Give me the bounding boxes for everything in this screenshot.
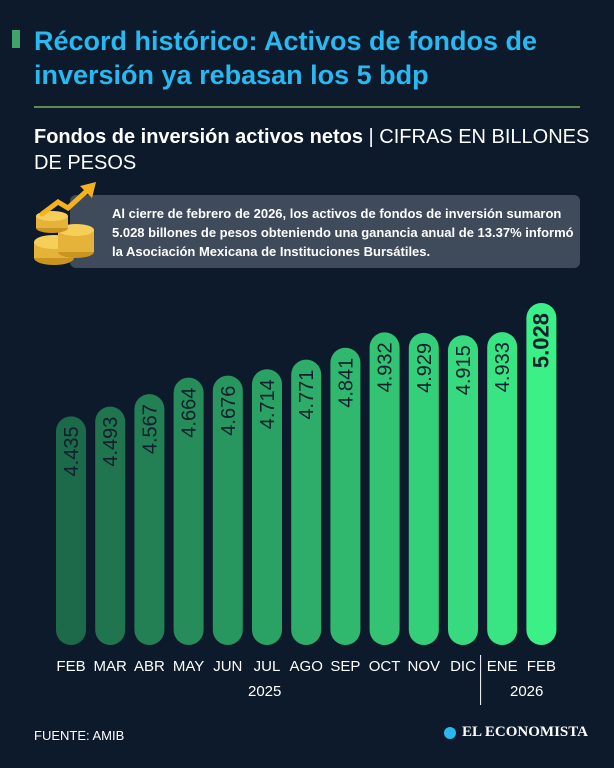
brand-logo: EL ECONOMISTA bbox=[444, 724, 588, 741]
bar-5 bbox=[252, 369, 282, 645]
month-label-6: AGO bbox=[290, 658, 323, 675]
year-label-2026: 2026 bbox=[510, 683, 544, 700]
bar-12 bbox=[526, 303, 557, 645]
month-label-11: ENE bbox=[487, 658, 518, 675]
bar-value-label-4: 4.676 bbox=[218, 386, 240, 436]
month-label-5: JUL bbox=[254, 658, 281, 675]
bar-value-label-11: 4.933 bbox=[492, 342, 514, 392]
month-label-0: FEB bbox=[56, 658, 85, 675]
month-label-4: JUN bbox=[213, 658, 242, 675]
bar-10 bbox=[448, 335, 478, 645]
month-label-9: NOV bbox=[408, 658, 441, 675]
subtitle-main: Fondos de inversión activos netos bbox=[34, 126, 363, 148]
bar-6 bbox=[291, 359, 322, 645]
coins-growth-icon bbox=[34, 182, 96, 265]
bar-4 bbox=[212, 375, 243, 645]
month-label-10: DIC bbox=[450, 658, 476, 675]
bar-2 bbox=[134, 394, 165, 645]
bar-3 bbox=[173, 377, 204, 645]
source-note: FUENTE: AMIB bbox=[34, 728, 125, 743]
bar-value-label-7: 4.841 bbox=[335, 358, 357, 408]
bar-value-label-9: 4.929 bbox=[414, 343, 436, 393]
subtitle-separator: | bbox=[368, 126, 374, 148]
bar-value-label-12: 5.028 bbox=[528, 313, 553, 368]
logo-text: EL ECONOMISTA bbox=[462, 724, 588, 740]
bar-value-label-6: 4.771 bbox=[296, 370, 318, 420]
subtitle-units: CIFRAS EN BILLONES DE PESOS bbox=[34, 126, 590, 174]
bar-0 bbox=[56, 416, 86, 645]
chart-subtitle: Fondos de inversión activos netos | CIFR… bbox=[34, 124, 594, 176]
bar-9 bbox=[408, 332, 439, 645]
bar-8 bbox=[369, 332, 400, 645]
month-label-7: SEP bbox=[330, 658, 360, 675]
bar-chart: 4.435 FEB 4.493 MAR 4.567 ABR 4.664 MAY 4.676 JUN… bbox=[56, 303, 557, 705]
bar-value-label-5: 4.714 bbox=[257, 379, 279, 429]
bar-11 bbox=[487, 332, 518, 645]
bar-7 bbox=[330, 347, 361, 645]
title-accent bbox=[12, 30, 20, 48]
callout-box bbox=[70, 195, 580, 268]
title-divider bbox=[34, 106, 580, 108]
page-title: Récord histórico: Activos de fondos de i… bbox=[34, 26, 538, 90]
year-label-2025: 2025 bbox=[248, 683, 282, 700]
month-label-3: MAY bbox=[173, 658, 204, 675]
month-label-2: ABR bbox=[134, 658, 165, 675]
callout-text: Al cierre de febrero de 2026, los activo… bbox=[112, 206, 574, 259]
bar-value-label-10: 4.915 bbox=[453, 345, 475, 395]
month-label-1: MAR bbox=[94, 658, 128, 675]
bar-1 bbox=[95, 406, 126, 645]
logo-mark-icon bbox=[444, 726, 456, 739]
bar-value-label-8: 4.932 bbox=[375, 342, 397, 392]
month-label-8: OCT bbox=[369, 658, 401, 675]
bar-value-label-0: 4.435 bbox=[61, 426, 83, 476]
month-label-12: FEB bbox=[527, 658, 556, 675]
bar-value-label-2: 4.567 bbox=[139, 404, 161, 454]
bar-value-label-3: 4.664 bbox=[179, 388, 201, 438]
bar-value-label-1: 4.493 bbox=[100, 417, 122, 467]
